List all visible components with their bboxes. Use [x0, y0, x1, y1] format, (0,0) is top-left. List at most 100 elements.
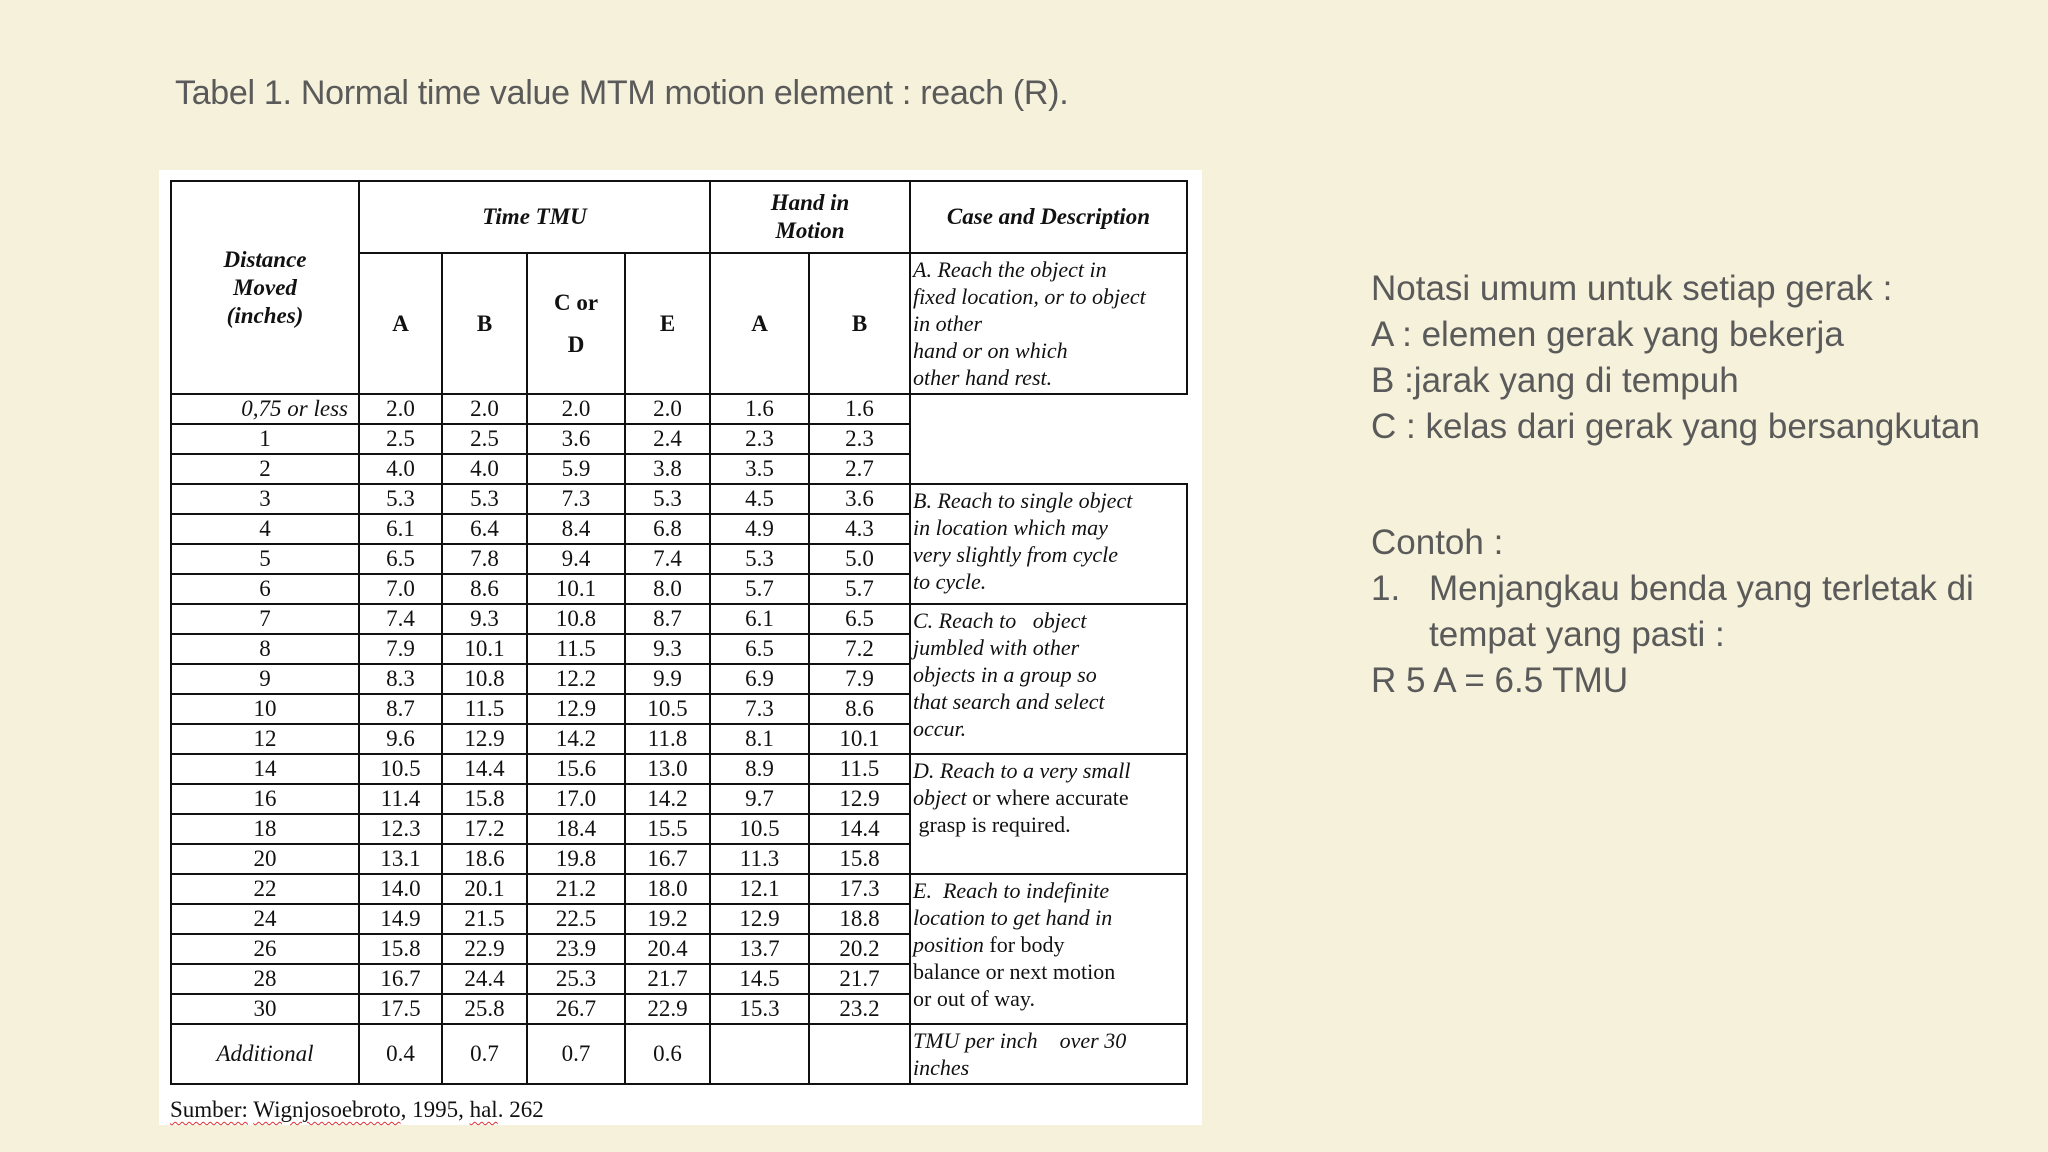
value-cell: 4.5	[709, 483, 810, 515]
value-cell: 7.2	[808, 633, 911, 665]
additional-value: 0.6	[624, 1023, 711, 1085]
value-cell: 6.5	[808, 603, 911, 635]
value-cell: 2.5	[358, 423, 443, 455]
value-cell: 13.1	[358, 843, 443, 875]
value-cell: 10.8	[441, 663, 528, 695]
value-cell: 2.7	[808, 453, 911, 485]
value-cell: 8.4	[526, 513, 626, 545]
header-case-description: Case and Description	[909, 180, 1188, 254]
value-cell: 7.8	[441, 543, 528, 575]
distance-cell: 14	[170, 753, 360, 785]
value-cell: 14.4	[808, 813, 911, 845]
value-cell: 10.5	[624, 693, 711, 725]
additional-value: 0.7	[526, 1023, 626, 1085]
distance-cell: 22	[170, 873, 360, 905]
value-cell: 22.9	[441, 933, 528, 965]
header-hand-in-motion: Hand in Motion	[709, 180, 911, 254]
example-result: R 5 A = 6.5 TMU	[1371, 661, 1629, 700]
value-cell: 9.4	[526, 543, 626, 575]
table-row: 14 10.5 14.4 15.6 13.0 8.9 11.5 D. Reach to a v…	[170, 753, 1188, 875]
value-cell: 11.5	[441, 693, 528, 725]
distance-cell: 8	[170, 633, 360, 665]
value-cell: 6.8	[624, 513, 711, 545]
notes-heading: Notasi umum untuk setiap gerak :	[1371, 269, 1893, 308]
value-cell: 5.7	[808, 573, 911, 605]
value-cell: 4.3	[808, 513, 911, 545]
value-cell: 7.3	[709, 693, 810, 725]
distance-cell: 24	[170, 903, 360, 935]
value-cell: 17.2	[441, 813, 528, 845]
additional-description: TMU per inch over 30 inches	[909, 1023, 1188, 1085]
value-cell: 11.3	[709, 843, 810, 875]
value-cell: 17.5	[358, 993, 443, 1025]
value-cell: 5.0	[808, 543, 911, 575]
value-cell: 10.5	[709, 813, 810, 845]
distance-cell: 10	[170, 693, 360, 725]
value-cell: 8.6	[808, 693, 911, 725]
additional-value	[709, 1023, 810, 1085]
case-description: B. Reach to single object in location whi…	[909, 483, 1188, 605]
value-cell: 7.9	[358, 633, 443, 665]
distance-cell: 3	[170, 483, 360, 515]
value-cell: 9.3	[624, 633, 711, 665]
value-cell: 8.6	[441, 573, 528, 605]
value-cell: 18.6	[441, 843, 528, 875]
value-cell: 21.7	[624, 963, 711, 995]
value-cell: 8.7	[358, 693, 443, 725]
distance-cell: 30	[170, 993, 360, 1025]
value-cell: 12.3	[358, 813, 443, 845]
table-row: 26 15.8 22.9 23.9 20.4 13.7 20.2	[170, 933, 1187, 965]
value-cell: 10.5	[358, 753, 443, 785]
distance-cell: 12	[170, 723, 360, 755]
value-cell: 6.9	[709, 663, 810, 695]
value-cell: 9.3	[441, 603, 528, 635]
value-cell: 26.7	[526, 993, 626, 1025]
distance-cell: 4	[170, 513, 360, 545]
value-cell: 2.3	[709, 423, 810, 455]
value-cell: 24.4	[441, 963, 528, 995]
table-row: 12 9.6 12.9 14.2 11.8 8.1 10.1	[170, 723, 1187, 755]
value-cell: 7.0	[358, 573, 443, 605]
header-hand-b: B	[808, 252, 911, 395]
value-cell: 18.4	[526, 813, 626, 845]
note-item: B :jarak yang di tempuh	[1371, 361, 1739, 400]
value-cell: 23.9	[526, 933, 626, 965]
value-cell: 6.1	[358, 513, 443, 545]
value-cell: 22.5	[526, 903, 626, 935]
value-cell: 12.9	[441, 723, 528, 755]
value-cell: 3.5	[709, 453, 810, 485]
value-cell: 5.9	[526, 453, 626, 485]
value-cell: 17.0	[526, 783, 626, 815]
value-cell: 20.1	[441, 873, 528, 905]
value-cell: 10.1	[526, 573, 626, 605]
header-e: E	[624, 252, 711, 395]
value-cell: 20.2	[808, 933, 911, 965]
case-description: E. Reach to indefinite location to get ha…	[909, 873, 1188, 1025]
note-item: A : elemen gerak yang bekerja	[1371, 315, 1844, 354]
value-cell: 17.3	[808, 873, 911, 905]
value-cell: 7.9	[808, 663, 911, 695]
value-cell: 21.7	[808, 963, 911, 995]
note-item: C : kelas dari gerak yang bersangkutan	[1371, 407, 1980, 446]
distance-cell: 2	[170, 453, 360, 485]
value-cell: 8.0	[624, 573, 711, 605]
value-cell: 14.9	[358, 903, 443, 935]
value-cell: 6.1	[709, 603, 810, 635]
additional-row: Additional 0.4 0.7 0.7 0.6 TMU per inch over …	[170, 1023, 1188, 1085]
distance-cell: 28	[170, 963, 360, 995]
table-row: 22 14.0 20.1 21.2 18.0 12.1 17.3 E. Reach to in…	[170, 873, 1188, 1025]
value-cell: 4.0	[441, 453, 528, 485]
case-description: C. Reach to object jumbled with other obje…	[909, 603, 1188, 755]
value-cell: 14.2	[526, 723, 626, 755]
distance-cell: 0,75 or less	[170, 393, 360, 425]
value-cell: 6.4	[441, 513, 528, 545]
additional-value: 0.4	[358, 1023, 443, 1085]
reach-time-table: Distance Moved (inches) Time TMU Hand in Mo…	[170, 180, 1188, 1085]
value-cell: 14.4	[441, 753, 528, 785]
header-time-tmu: Time TMU	[358, 180, 711, 254]
table-row: 1 2.5 2.5 3.6 2.4 2.3 2.3	[170, 423, 1187, 455]
distance-cell: 6	[170, 573, 360, 605]
value-cell: 18.8	[808, 903, 911, 935]
value-cell: 11.5	[808, 753, 911, 785]
header-b: B	[441, 252, 528, 395]
